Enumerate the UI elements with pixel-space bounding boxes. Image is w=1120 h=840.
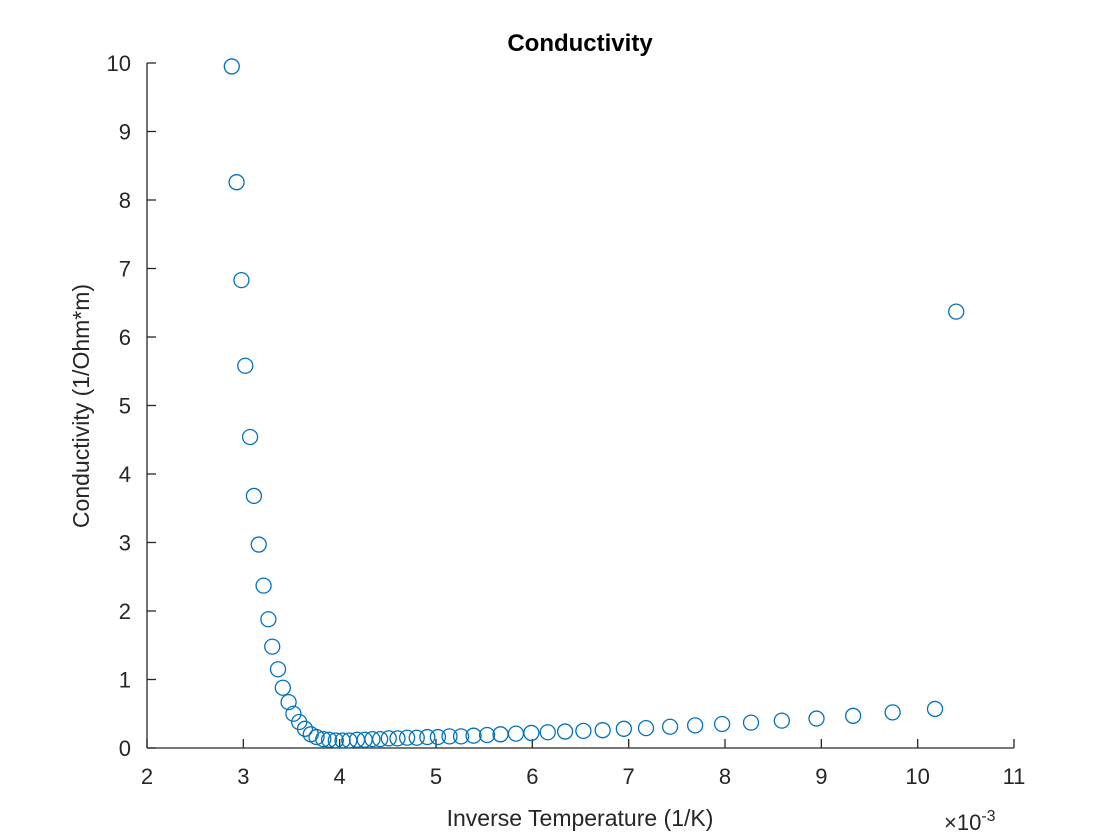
y-axis-ticks: 0 1 2 3 4 5 6 7 8 9 10 [107, 51, 156, 761]
data-point [948, 303, 965, 320]
data-point [808, 710, 825, 727]
x-tick-label: 7 [623, 764, 635, 789]
y-tick-label: 7 [119, 257, 131, 282]
data-point [637, 719, 655, 737]
data-point [308, 728, 325, 746]
data-point [327, 732, 344, 749]
y-tick-label: 6 [119, 325, 131, 350]
data-point [223, 58, 240, 75]
data-point [615, 720, 632, 737]
data-point [371, 730, 389, 748]
data-point [452, 728, 470, 745]
data-point [233, 271, 250, 289]
data-point [773, 712, 790, 729]
x-axis-ticks: 2 3 4 5 6 7 8 9 10 11 [141, 739, 1026, 789]
x-tick-label: 5 [430, 764, 442, 789]
data-point [713, 715, 731, 733]
data-point [398, 729, 416, 746]
data-point [556, 723, 574, 740]
data-point [296, 720, 314, 737]
data-point [661, 718, 679, 735]
svg-text:×10-3: ×10-3 [944, 808, 996, 835]
data-point [250, 536, 267, 553]
data-point [228, 174, 245, 191]
data-point [389, 730, 406, 747]
data-point [280, 693, 297, 711]
data-point [539, 724, 556, 741]
data-point [320, 731, 338, 748]
data-point [465, 727, 482, 744]
y-tick-label: 0 [119, 736, 131, 761]
x-tick-label: 6 [526, 764, 538, 789]
x-tick-label: 2 [141, 764, 153, 789]
data-point [380, 730, 397, 747]
y-tick-label: 1 [119, 668, 131, 693]
data-point [260, 611, 277, 628]
data-point [594, 722, 611, 739]
data-point [686, 717, 704, 734]
y-axis-label: Conductivity (1/Ohm*m) [68, 284, 94, 528]
data-points [223, 58, 965, 749]
data-point [884, 704, 901, 721]
data-point [523, 724, 540, 742]
y-tick-label: 3 [119, 531, 131, 556]
x-axis-exponent: ×10-3 [944, 808, 996, 835]
y-tick-label: 4 [119, 462, 131, 487]
data-point [255, 577, 272, 594]
data-point [364, 730, 381, 748]
y-tick-label: 5 [119, 394, 131, 419]
data-point [245, 487, 263, 505]
data-point [419, 728, 436, 746]
y-tick-label: 9 [119, 120, 131, 145]
data-point [241, 428, 259, 446]
data-point [264, 638, 281, 655]
chart-title: Conductivity [507, 30, 653, 57]
x-tick-label: 3 [237, 764, 249, 789]
data-point [408, 729, 425, 746]
data-point [429, 728, 447, 746]
data-point [274, 679, 291, 696]
y-tick-label: 2 [119, 599, 131, 624]
data-point [478, 726, 496, 744]
data-point [575, 722, 592, 740]
y-tick-label: 8 [119, 188, 131, 213]
x-tick-label: 10 [905, 764, 929, 789]
x-axis-label: Inverse Temperature (1/K) [447, 805, 714, 831]
data-point [844, 707, 862, 724]
x-tick-label: 11 [1003, 764, 1026, 789]
x-tick-label: 9 [815, 764, 827, 789]
data-point [315, 730, 332, 748]
data-point [742, 714, 760, 731]
x-exponent-base: ×10 [944, 810, 981, 835]
data-point [269, 661, 287, 678]
x-tick-label: 8 [719, 764, 731, 789]
data-point [285, 705, 302, 722]
data-point [441, 728, 458, 745]
x-tick-label: 4 [334, 764, 346, 789]
data-point [237, 357, 254, 374]
data-point [926, 700, 944, 718]
y-tick-label: 10 [107, 51, 131, 76]
x-exponent-power: -3 [981, 808, 995, 825]
